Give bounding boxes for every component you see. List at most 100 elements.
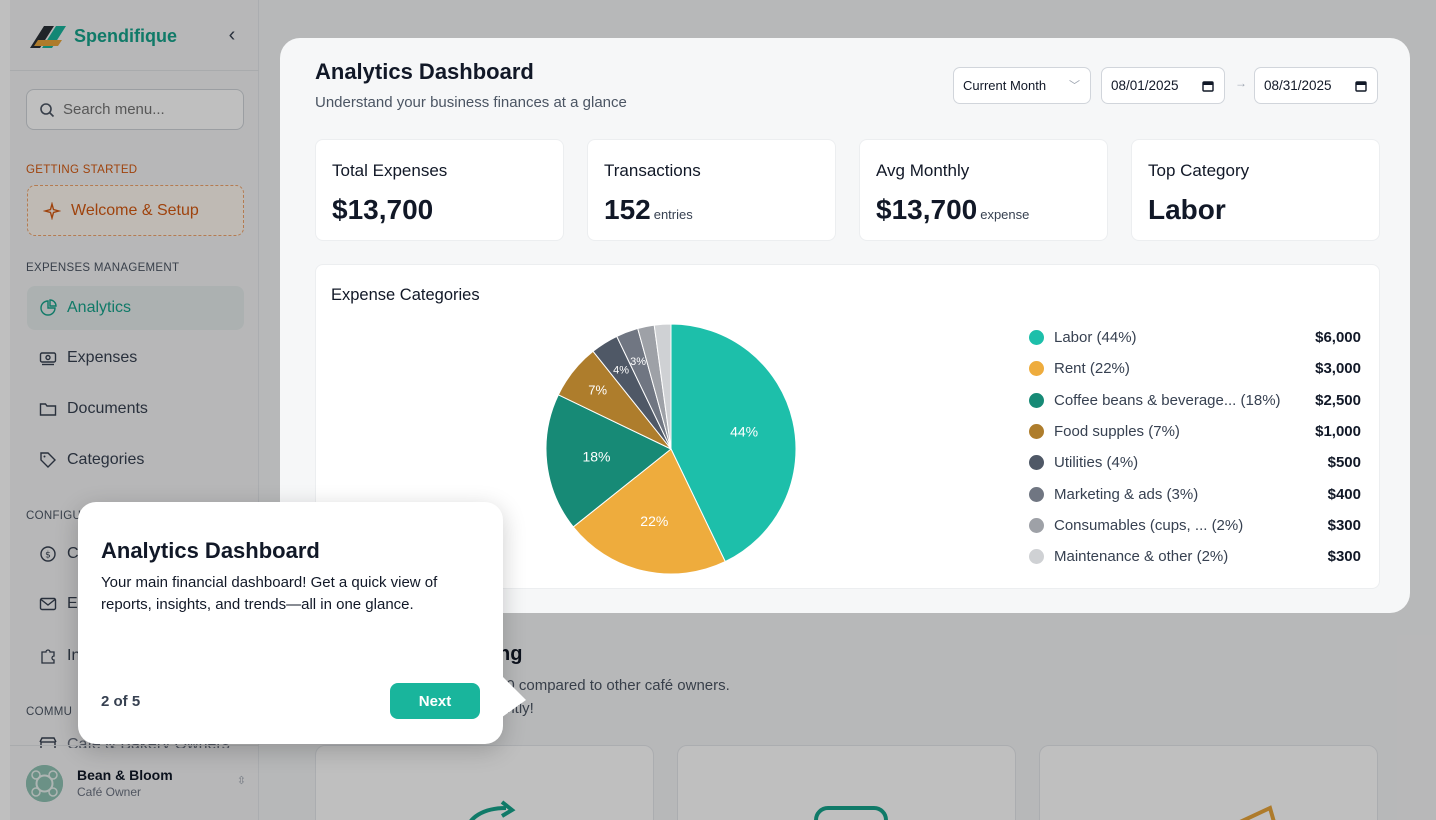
page-subtitle: Understand your business finances at a g…: [315, 94, 627, 111]
sidebar-item-analytics[interactable]: Analytics: [27, 286, 244, 330]
svg-text:$: $: [45, 551, 51, 561]
stat-label: Top Category: [1148, 161, 1250, 180]
legend-swatch: [1029, 486, 1044, 502]
legend-swatch: [1029, 392, 1044, 408]
pie-slice[interactable]: [653, 323, 672, 450]
chart-legend: Labor (44%) $6,000 Rent (22%) $3,000 Coffee …: [1029, 322, 1361, 572]
divider: [10, 745, 259, 746]
mail-icon: [39, 597, 57, 611]
legend-item: Consumables (cups, ... (2%) $300: [1029, 510, 1361, 541]
legend-amount: $3,000: [1315, 360, 1361, 378]
legend-amount: $1,000: [1315, 423, 1361, 441]
legend-amount: $500: [1327, 454, 1361, 472]
user-role: Café Owner: [77, 785, 142, 799]
section-label-configuration: CONFIGU: [26, 510, 82, 522]
brand-logo-icon: [30, 26, 66, 48]
chevron-left-icon[interactable]: ‹: [228, 24, 236, 46]
stat-value: $13,700: [876, 194, 978, 225]
start-date-value: 08/01/2025: [1111, 78, 1179, 93]
legend-amount: $300: [1327, 548, 1361, 566]
pie-slice-label: 7%: [588, 383, 607, 398]
legend-amount: $400: [1327, 485, 1361, 503]
chart-title: Expense Categories: [331, 286, 480, 304]
legend-label: Labor (44%): [1054, 329, 1137, 347]
folder-icon: [39, 403, 57, 416]
legend-item: Rent (22%) $3,000: [1029, 353, 1361, 384]
stat-card-avg-monthly: Avg Monthly $13,700 expense: [859, 139, 1108, 241]
start-date-input[interactable]: 08/01/2025: [1101, 67, 1225, 104]
tour-pointer: [498, 672, 526, 720]
pie-slice-label: 4%: [613, 365, 629, 377]
banknote-icon: [39, 352, 57, 366]
pie-slice[interactable]: [572, 448, 726, 575]
store-icon: [39, 737, 57, 748]
sidebar-item-label: Expenses: [67, 349, 138, 366]
page-title: Analytics Dashboard: [315, 59, 534, 84]
pie-slice[interactable]: [670, 323, 797, 563]
stat-value-wrap: 152 entries: [604, 194, 693, 226]
legend-swatch: [1029, 330, 1044, 346]
sidebar-item-label: E: [67, 595, 78, 612]
legend-amount: $6,000: [1315, 329, 1361, 347]
insight-card: [315, 745, 654, 820]
benchmark-line-1: 00 compared to other café owners.: [498, 677, 730, 694]
stat-unit: expense: [980, 207, 1030, 222]
sidebar-item-label: Categories: [67, 451, 145, 468]
legend-label: Consumables (cups, ... (2%): [1054, 516, 1244, 534]
brand[interactable]: Spendifique: [26, 18, 177, 54]
insight-card: [677, 745, 1016, 820]
stat-label: Transactions: [604, 161, 701, 180]
legend-swatch: [1029, 361, 1044, 377]
dollar-circle-icon: $: [40, 546, 56, 562]
sidebar: Spendifique ‹ GETTING STARTED Welcome & …: [10, 0, 259, 820]
legend-label: Marketing & ads (3%): [1054, 485, 1199, 503]
next-button[interactable]: Next: [390, 683, 480, 719]
sidebar-item-config-2[interactable]: E: [27, 582, 244, 626]
stat-value: Labor: [1148, 194, 1226, 225]
sidebar-item-label: Documents: [67, 400, 148, 417]
search-box[interactable]: [26, 89, 244, 130]
stat-value-wrap: $13,700 expense: [876, 194, 1029, 226]
stat-card-transactions: Transactions 152 entries: [587, 139, 836, 241]
end-date-input[interactable]: 08/31/2025: [1254, 67, 1378, 104]
stat-card-top-category: Top Category Labor: [1131, 139, 1380, 241]
tour-title: Analytics Dashboard: [101, 538, 320, 563]
calendar-icon: [1202, 81, 1214, 92]
legend-amount: $2,500: [1315, 391, 1361, 409]
stat-card-total-expenses: Total Expenses $13,700: [315, 139, 564, 241]
sidebar-item-categories[interactable]: Categories: [27, 438, 244, 482]
legend-swatch: [1029, 517, 1044, 533]
search-input[interactable]: [63, 101, 233, 118]
tour-body: Your main financial dashboard! Get a qui…: [101, 574, 438, 613]
legend-item: Utilities (4%) $500: [1029, 447, 1361, 478]
tag-icon: [40, 452, 56, 468]
user-switcher[interactable]: Bean & Bloom Café Owner ⇳: [26, 758, 246, 808]
sidebar-item-config-1[interactable]: $ C: [27, 532, 244, 576]
stat-value: $13,700: [332, 194, 434, 225]
arrow-right-icon: →: [1235, 76, 1247, 90]
stat-value: 152: [604, 194, 651, 225]
legend-item: Labor (44%) $6,000: [1029, 322, 1361, 353]
sidebar-item-expenses[interactable]: Expenses: [27, 336, 244, 380]
benchmark-heading: ng: [498, 643, 523, 665]
sidebar-item-documents[interactable]: Documents: [27, 387, 244, 431]
end-date-value: 08/31/2025: [1264, 78, 1332, 93]
welcome-setup-button[interactable]: Welcome & Setup: [27, 185, 244, 236]
stat-unit: entries: [653, 207, 693, 222]
legend-item: Coffee beans & beverage... (18%) $2,500: [1029, 385, 1361, 416]
date-range-value: Current Month: [963, 78, 1047, 93]
legend-amount: $300: [1327, 516, 1361, 534]
sidebar-item-config-3[interactable]: In: [27, 634, 244, 678]
brand-name: Spendifique: [74, 25, 177, 46]
tour-popover: Analytics Dashboard Your main financial …: [78, 502, 503, 744]
welcome-setup-label: Welcome & Setup: [71, 201, 199, 219]
pie-slice[interactable]: [545, 394, 672, 528]
date-range-select[interactable]: Current Month ﹀: [953, 67, 1091, 104]
legend-label: Food supples (7%): [1054, 423, 1180, 441]
legend-item: Marketing & ads (3%) $400: [1029, 478, 1361, 509]
pie-slice-label: 22%: [640, 513, 668, 529]
sidebar-item-label: C: [67, 545, 79, 562]
puzzle-icon: [41, 649, 55, 664]
chevron-updown-icon: ⇳: [236, 775, 246, 787]
legend-swatch: [1029, 424, 1044, 440]
